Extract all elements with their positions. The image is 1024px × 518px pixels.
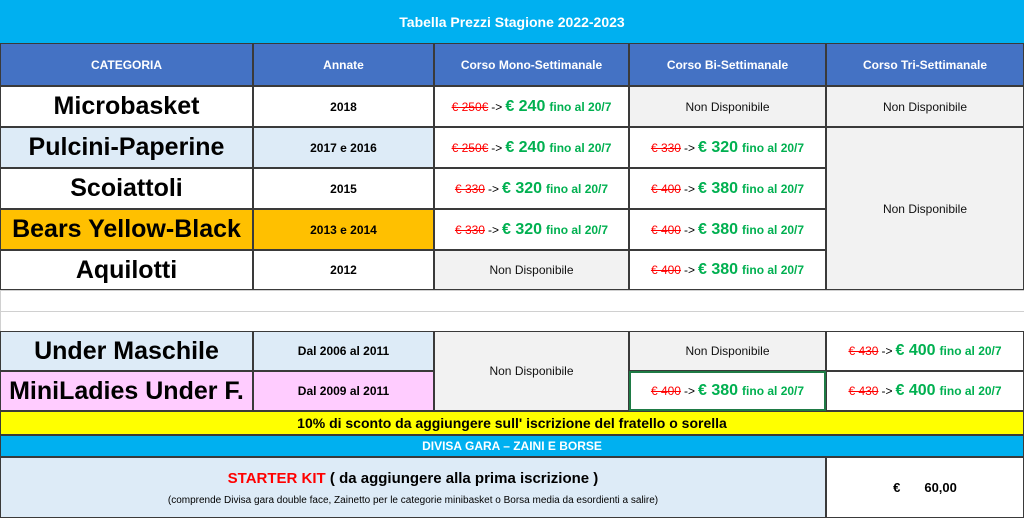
category-under-maschile: Under Maschile <box>0 331 253 371</box>
price-arrow: -> <box>491 99 503 114</box>
category-aquilotti: Aquilotti <box>0 250 253 290</box>
deadline-label: fino al 20/7 <box>549 140 612 155</box>
new-price: € 380 <box>697 261 739 278</box>
new-price: € 240 <box>505 138 546 156</box>
old-price: € 250€ <box>451 99 489 114</box>
new-price: € 320 <box>501 220 543 238</box>
price-mono-pulcini: € 250€ -> € 240 fino al 20/7 <box>434 127 629 168</box>
year-pulcini-paperine: 2017 e 2016 <box>253 127 434 168</box>
category-bears-yellow-black: Bears Yellow-Black <box>0 209 253 250</box>
na-bi-under-maschile: Non Disponibile <box>629 331 826 371</box>
na-mono-aquilotti: Non Disponibile <box>434 250 629 290</box>
old-price: € 250€ <box>451 140 489 155</box>
old-price: € 430 <box>848 344 879 358</box>
old-price: € 400 <box>650 181 681 196</box>
na-tri-merged: Non Disponibile <box>826 127 1024 290</box>
header-mono: Corso Mono-Settimanale <box>434 43 629 86</box>
price-arrow: -> <box>683 263 695 277</box>
price-arrow: -> <box>491 140 503 155</box>
starter-kit-note: ( da aggiungere alla prima iscrizione ) <box>325 469 599 487</box>
grid-line <box>0 311 1024 312</box>
deadline-label: fino al 20/7 <box>549 99 612 114</box>
year-microbasket: 2018 <box>253 86 434 127</box>
grid-line <box>0 290 1024 291</box>
price-arrow: -> <box>683 222 695 237</box>
old-price: € 430 <box>848 384 879 398</box>
deadline-label: fino al 20/7 <box>742 222 805 237</box>
category-miniladies: MiniLadies Under F. <box>0 371 253 411</box>
old-price: € 330 <box>454 222 485 237</box>
new-price: € 240 <box>505 97 546 115</box>
price-tri-under-maschile: € 430 -> € 400 fino al 20/7 <box>826 331 1024 371</box>
price-amount: 60,00 <box>924 480 957 495</box>
grid-line <box>0 290 1 331</box>
year-scoiattoli: 2015 <box>253 168 434 209</box>
new-price: € 320 <box>501 179 543 197</box>
header-tri: Corso Tri-Settimanale <box>826 43 1024 86</box>
na-mono-merged: Non Disponibile <box>434 331 629 411</box>
old-price: € 330 <box>650 140 681 155</box>
year-under-maschile: Dal 2006 al 2011 <box>253 331 434 371</box>
year-aquilotti: 2012 <box>253 250 434 290</box>
new-price: € 400 <box>895 342 936 359</box>
starter-kit-subtext: (comprende Divisa gara double face, Zain… <box>167 494 659 506</box>
new-price: € 380 <box>697 382 739 399</box>
category-microbasket: Microbasket <box>0 86 253 127</box>
starter-kit-description: STARTER KIT ( da aggiungere alla prima i… <box>0 457 826 518</box>
deadline-label: fino al 20/7 <box>546 181 609 196</box>
category-pulcini-paperine: Pulcini-Paperine <box>0 127 253 168</box>
price-bi-bears: € 400 -> € 380 fino al 20/7 <box>629 209 826 250</box>
price-mono-microbasket: € 250€ -> € 240 fino al 20/7 <box>434 86 629 127</box>
header-bi: Corso Bi-Settimanale <box>629 43 826 86</box>
category-scoiattoli: Scoiattoli <box>0 168 253 209</box>
deadline-label: fino al 20/7 <box>546 222 609 237</box>
price-arrow: -> <box>487 181 499 196</box>
old-price: € 400 <box>650 222 681 237</box>
price-bi-pulcini: € 330 -> € 320 fino al 20/7 <box>629 127 826 168</box>
price-arrow: -> <box>881 384 893 398</box>
starter-kit-label: STARTER KIT <box>227 469 326 487</box>
price-arrow: -> <box>487 222 499 237</box>
new-price: € 380 <box>697 220 739 238</box>
deadline-label: fino al 20/7 <box>939 344 1002 358</box>
new-price: € 380 <box>697 179 739 197</box>
old-price: € 330 <box>454 181 485 196</box>
header-categoria: CATEGORIA <box>0 43 253 86</box>
price-mono-scoiattoli: € 330 -> € 320 fino al 20/7 <box>434 168 629 209</box>
divisa-header: DIVISA GARA – ZAINI E BORSE <box>0 435 1024 457</box>
price-arrow: -> <box>881 344 893 358</box>
price-arrow: -> <box>683 181 695 196</box>
deadline-label: fino al 20/7 <box>939 384 1002 398</box>
deadline-label: fino al 20/7 <box>742 140 805 155</box>
price-tri-miniladies: € 430 -> € 400 fino al 20/7 <box>826 371 1024 411</box>
price-arrow: -> <box>683 140 695 155</box>
new-price: € 320 <box>697 138 739 156</box>
deadline-label: fino al 20/7 <box>742 181 805 196</box>
price-arrow: -> <box>683 384 695 398</box>
new-price: € 400 <box>895 382 936 399</box>
discount-banner: 10% di sconto da aggiungere sull' iscriz… <box>0 411 1024 435</box>
price-bi-scoiattoli: € 400 -> € 380 fino al 20/7 <box>629 168 826 209</box>
old-price: € 400 <box>650 263 681 277</box>
deadline-label: fino al 20/7 <box>742 384 805 398</box>
starter-kit-price: €60,00 <box>826 457 1024 518</box>
year-bears: 2013 e 2014 <box>253 209 434 250</box>
year-miniladies: Dal 2009 al 2011 <box>253 371 434 411</box>
na-tri-microbasket: Non Disponibile <box>826 86 1024 127</box>
na-bi-microbasket: Non Disponibile <box>629 86 826 127</box>
price-mono-bears: € 330 -> € 320 fino al 20/7 <box>434 209 629 250</box>
page-title: Tabella Prezzi Stagione 2022-2023 <box>0 0 1024 43</box>
old-price: € 400 <box>650 384 681 398</box>
currency-symbol: € <box>893 480 901 495</box>
deadline-label: fino al 20/7 <box>742 263 805 277</box>
starter-kit-title: STARTER KIT ( da aggiungere alla prima i… <box>228 470 599 487</box>
price-bi-miniladies[interactable]: € 400 -> € 380 fino al 20/7 <box>629 371 826 411</box>
header-annate: Annate <box>253 43 434 86</box>
price-bi-aquilotti: € 400 -> € 380 fino al 20/7 <box>629 250 826 290</box>
